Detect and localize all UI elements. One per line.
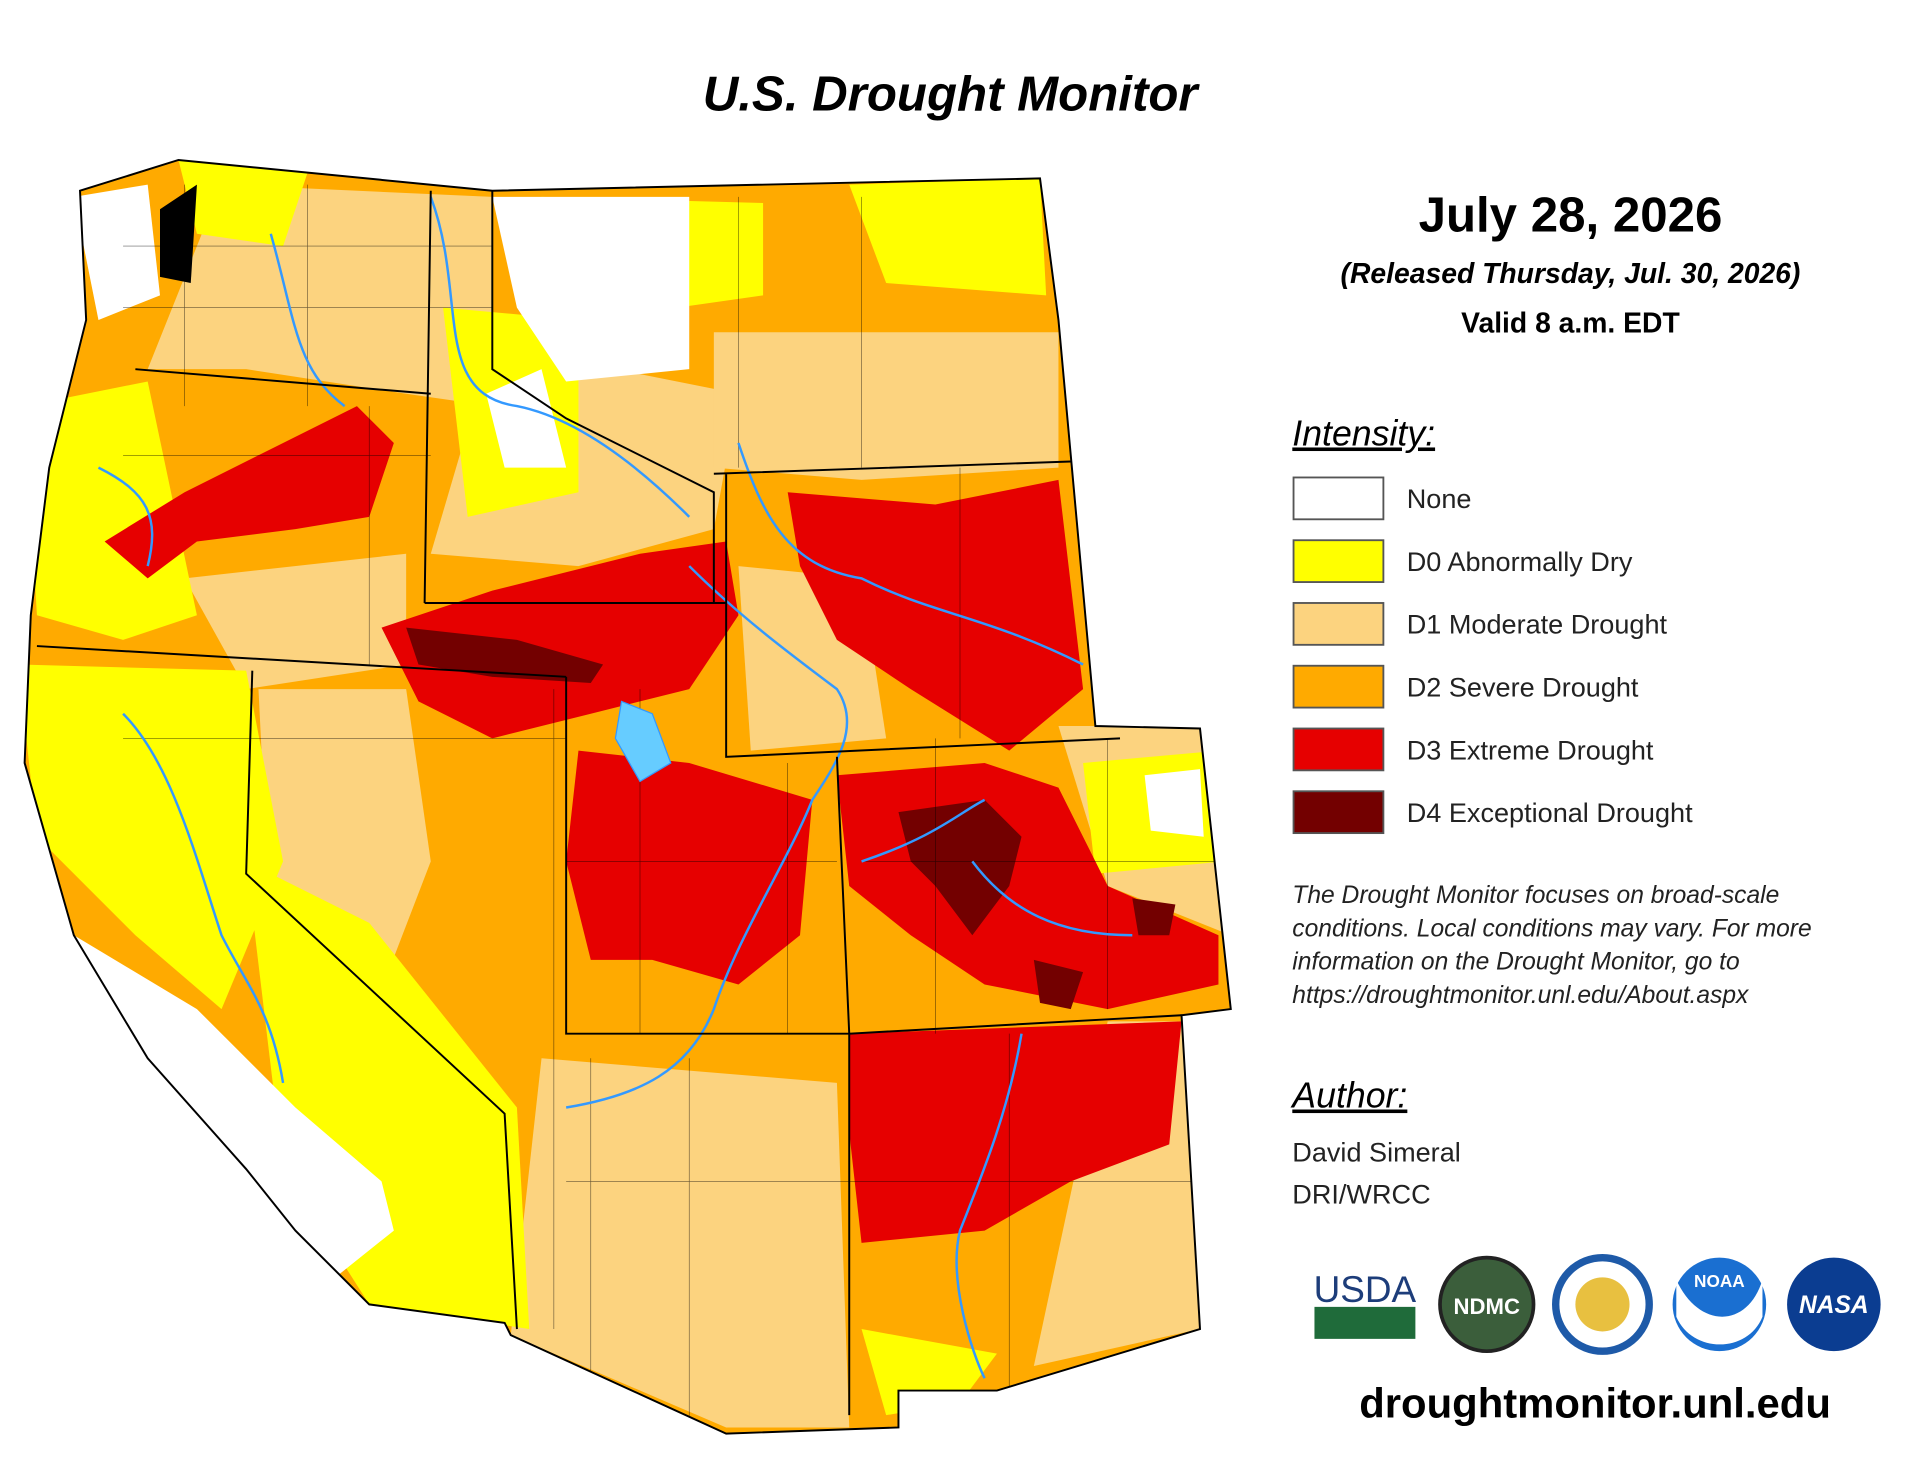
map: [23, 158, 1232, 1435]
legend: None D0 Abnormally Dry D1 Moderate Drought…: [1292, 476, 1693, 835]
legend-title: Intensity:: [1292, 413, 1435, 453]
legend-label: D3 Extreme Drought: [1407, 734, 1654, 765]
title: U.S. Drought Monitor: [703, 67, 1201, 122]
legend-label: D1 Moderate Drought: [1407, 609, 1668, 640]
note: The Drought Monitor focuses on broad-sca…: [1292, 882, 1811, 1009]
legend-swatch: [1292, 727, 1385, 772]
legend-swatch: [1292, 790, 1385, 835]
logos: USDA NDMC NOAA NASA: [1314, 1253, 1881, 1355]
ndmc-logo: [1438, 1255, 1536, 1354]
footer-url: droughtmonitor.unl.edu: [1359, 1380, 1831, 1427]
legend-swatch: [1292, 539, 1385, 583]
logo-nasa: NASA: [1799, 1292, 1869, 1319]
logo-noaa: NOAA: [1694, 1271, 1745, 1291]
legend-label: D0 Abnormally Dry: [1407, 546, 1633, 577]
author-org: DRI/WRCC: [1292, 1179, 1430, 1210]
legend-swatch: [1292, 602, 1385, 646]
legend-label: None: [1407, 483, 1472, 514]
note-line: https://droughtmonitor.unl.edu/About.asp…: [1292, 982, 1750, 1009]
logo-usda: USDA: [1314, 1269, 1417, 1310]
legend-label: D2 Severe Drought: [1407, 672, 1639, 703]
nasa-logo: [1787, 1257, 1881, 1352]
note-line: conditions. Local conditions may vary. F…: [1292, 915, 1811, 942]
note-line: The Drought Monitor focuses on broad-sca…: [1292, 882, 1779, 909]
valid-time: Valid 8 a.m. EDT: [1461, 306, 1680, 338]
date: July 28, 2026: [1419, 187, 1723, 242]
noaa-wave: [1676, 1279, 1763, 1345]
legend-label: D4 Exceptional Drought: [1407, 797, 1693, 828]
legend-swatch: [1292, 476, 1385, 521]
author-name: David Simeral: [1292, 1137, 1460, 1168]
note-line: information on the Drought Monitor, go t…: [1292, 949, 1739, 976]
usda-swoosh: [1314, 1306, 1416, 1339]
legend-swatch: [1292, 664, 1385, 709]
release-date: (Released Thursday, Jul. 30, 2026): [1341, 257, 1801, 289]
author-title: Author:: [1290, 1076, 1407, 1116]
logo-ndmc: NDMC: [1454, 1294, 1520, 1319]
commerce-emblem: [1575, 1277, 1630, 1332]
